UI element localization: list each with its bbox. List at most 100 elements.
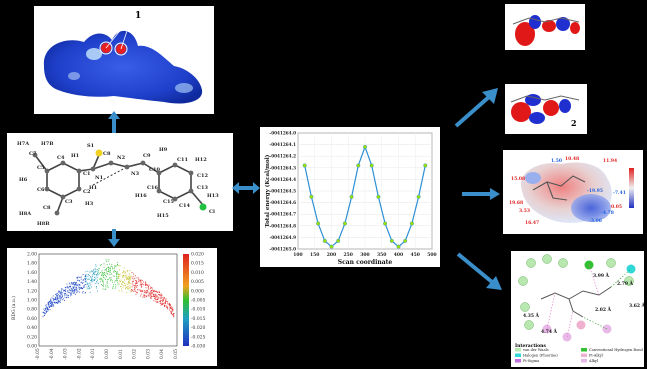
mesp-value: 3.53 [519, 208, 530, 214]
mesp-map: 1.50 15.08 11.94 -19.95 10.48 -7.41 -4.78 -3.06… [509, 156, 634, 226]
energy-point [403, 238, 408, 243]
atom-label: C10 [149, 167, 160, 173]
atom-label: C13 [197, 185, 208, 191]
distance-label: 3.62 Å [629, 302, 644, 309]
x-tick-label: 0.01 [118, 349, 124, 359]
spot-label: 1 [135, 11, 141, 21]
mesp-value: 19.68 [509, 200, 523, 206]
y-tick-label: -0041264.7 [269, 212, 296, 217]
x-tick-label: 350 [377, 252, 386, 258]
distance-label: 4.35 Å [523, 312, 540, 319]
y-tick-label: -0041264.2 [269, 154, 296, 159]
legend-swatch [515, 359, 521, 363]
x-tick-label: 0.00 [104, 349, 110, 359]
mesp-value: -3.06 [589, 218, 602, 224]
atom-label: C3 [65, 199, 73, 205]
legend-label: Halogen (Fluorine) [523, 354, 558, 358]
legend-label: Pi-Alkyl [589, 354, 604, 358]
y-tick-label: 1.20 [27, 288, 37, 294]
distance-label: 4.74 Å [541, 328, 558, 335]
distance-label: 2.79 Å [617, 280, 634, 287]
x-axis-title: Scan coordinate [338, 259, 393, 266]
orbital-label: 2 [571, 118, 577, 128]
arrow-right-double [232, 182, 260, 194]
arrow-to-homo [454, 88, 498, 128]
arrow-to-docking [456, 252, 502, 290]
legend-swatch [515, 348, 521, 352]
mesp-value: 1.50 [551, 158, 562, 164]
energy-point [302, 163, 307, 168]
y-tick-label: 0.20 [27, 334, 37, 340]
energy-point [336, 238, 341, 243]
lumo-panel: 2 [505, 84, 587, 134]
arrow-down [108, 229, 120, 247]
colorbar-tick-label: 0.000 [191, 288, 204, 294]
atom-label: H3 [85, 201, 94, 207]
mesp-panel: 1.50 15.08 11.94 -19.95 10.48 -7.41 -4.78 -3.06… [503, 150, 643, 234]
atom-label: C11 [177, 157, 188, 163]
homo-orbital [512, 15, 580, 46]
legend-label: Conventional Hydrogen Bond [589, 348, 644, 352]
legend-label: Alkyl [588, 359, 599, 363]
atom-label: H13 [207, 193, 219, 199]
mesp-value: -7.41 [613, 190, 626, 196]
mesp-value: 10.48 [565, 156, 579, 162]
rdg-scatter-panel: 2.00 1.80 1.60 1.40 1.20 1.00 0.80 0.60 0.40 0.20… [7, 248, 217, 366]
x-tick-label: 0.03 [145, 349, 151, 359]
y-tick-label: 1.80 [27, 261, 37, 267]
energy-scan-chart: -0041264.0 -0041264.1 -0041264.2 -0041264.3… [264, 131, 437, 267]
legend-swatch [581, 353, 587, 357]
atom-label: C6 [37, 187, 45, 193]
hirshfeld-surface: 1 [43, 11, 203, 104]
legend-swatch [581, 348, 587, 352]
atom-label: C12 [197, 173, 208, 179]
y-tick-label: -0041264.8 [269, 223, 296, 228]
x-tick-label: 500 [427, 252, 436, 258]
energy-point [376, 194, 381, 199]
atom-label: H9 [159, 147, 168, 153]
energy-point [362, 144, 367, 149]
y-tick-label: 1.60 [27, 270, 37, 276]
energy-point [383, 221, 388, 226]
atom-label: H8A [19, 211, 31, 217]
atom-label: C16 [147, 185, 158, 191]
y-tick-label: 0.40 [27, 325, 37, 331]
colorbar-tick-label: 0.010 [191, 270, 204, 276]
atom-label: N3 [131, 171, 140, 177]
molecule-structure: H7A H7B C7 H1 C4 C5 C6 C1 C2 C3 H6 H3 N1… [17, 141, 219, 227]
y-tick-label: -0041265.0 [269, 247, 296, 252]
atom-label: S1 [87, 143, 94, 149]
x-tick-label: 100 [293, 252, 302, 258]
energy-scan-panel: -0041264.0 -0041264.1 -0041264.2 -0041264.3… [260, 127, 440, 267]
atom-label: H7A [17, 141, 29, 147]
atom-label: C7 [29, 151, 37, 157]
energy-point [316, 221, 321, 226]
atom-label: N2 [117, 155, 126, 161]
arrow-up [108, 111, 120, 133]
energy-point [389, 238, 394, 243]
legend-title: Interactions [515, 343, 546, 349]
arrow-to-mesp [462, 188, 500, 200]
energy-point [423, 163, 428, 168]
y-tick-label: 0.60 [27, 316, 37, 322]
colorbar-tick-label: 0.020 [191, 252, 204, 258]
atom-label: H1 [89, 185, 97, 191]
colorbar-tick-label: -0.010 [191, 307, 206, 313]
y-tick-label: -0041264.3 [269, 165, 296, 170]
colorbar-tick-label: -0.020 [191, 325, 206, 331]
atom-label: H6 [19, 177, 28, 183]
distance-label: 2.02 Å [595, 306, 612, 313]
atom-label: H8B [37, 221, 49, 227]
x-tick-label: 0.05 [173, 349, 179, 359]
colorbar-tick-label: 0.005 [191, 279, 204, 285]
y-tick-label: -0041264.9 [269, 235, 296, 240]
atom-label: C8 [103, 151, 111, 157]
atom-label: Cl [209, 209, 215, 215]
y-tick-label: -0041264.6 [269, 200, 296, 205]
atom-label: C14 [179, 203, 190, 209]
energy-point [329, 244, 334, 249]
x-tick-label: 150 [310, 252, 319, 258]
y-tick-label: -0041264.1 [269, 142, 296, 147]
mesp-value: -19.95 [587, 188, 603, 194]
x-tick-label: -0.03 [63, 348, 69, 360]
